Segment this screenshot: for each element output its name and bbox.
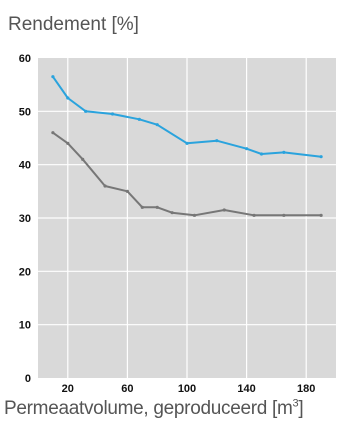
data-point-s1-7 [185, 141, 189, 145]
x-tick-label-180: 180 [297, 383, 315, 395]
chart-title: Rendement [%] [8, 14, 139, 35]
data-point-s2-6 [140, 205, 144, 209]
x-tick-label-60: 60 [121, 383, 133, 395]
x-tick-label-140: 140 [237, 383, 255, 395]
data-point-s1-6 [155, 123, 159, 127]
x-axis-label-main: Permeaatvolume, geproduceerd [m [4, 398, 293, 419]
series-group [51, 75, 323, 217]
data-point-s2-10 [222, 208, 226, 212]
data-point-s1-12 [319, 155, 323, 159]
data-point-s2-1 [51, 131, 55, 135]
x-axis-label: Permeaatvolume, geproduceerd [m3] [4, 397, 304, 420]
series-line-1 [52, 76, 322, 158]
data-point-s2-4 [103, 184, 107, 188]
data-point-s1-1 [51, 75, 55, 79]
grid-lines [38, 58, 336, 378]
data-point-s1-9 [245, 147, 249, 151]
x-tick-labels: 20 60 100 140 180 [62, 383, 316, 395]
y-tick-label-20: 20 [19, 266, 31, 278]
data-point-s2-9 [192, 213, 197, 217]
x-tick-label-100: 100 [178, 383, 196, 395]
data-point-s2-2 [66, 141, 70, 145]
x-axis-label-unit-exponent: 3 [292, 397, 299, 410]
data-point-s1-11 [282, 150, 286, 154]
data-point-s1-2 [66, 96, 70, 100]
data-point-s1-5 [137, 117, 141, 121]
data-point-s1-3 [84, 109, 88, 113]
x-tick-label-20: 20 [62, 383, 74, 395]
y-tick-label-30: 30 [19, 213, 31, 225]
y-tick-label-60: 60 [19, 53, 31, 65]
data-point-s2-8 [170, 211, 174, 215]
data-point-s2-12 [282, 213, 286, 217]
data-point-s1-8 [215, 139, 219, 143]
data-point-s2-13 [319, 213, 323, 217]
y-tick-label-10: 10 [19, 320, 31, 332]
y-tick-label-0: 0 [25, 373, 31, 385]
x-axis-label-close: ] [298, 398, 304, 419]
data-point-s1-4 [110, 112, 115, 116]
data-point-s1-10 [259, 152, 264, 156]
data-point-s2-5 [125, 189, 129, 193]
data-point-s2-3 [81, 157, 85, 161]
y-tick-label-50: 50 [19, 106, 31, 118]
data-point-s2-11 [252, 213, 256, 217]
data-point-s2-7 [155, 205, 159, 209]
y-tick-labels: 0 10 20 30 40 50 60 [19, 53, 31, 385]
y-tick-label-40: 40 [19, 160, 31, 172]
